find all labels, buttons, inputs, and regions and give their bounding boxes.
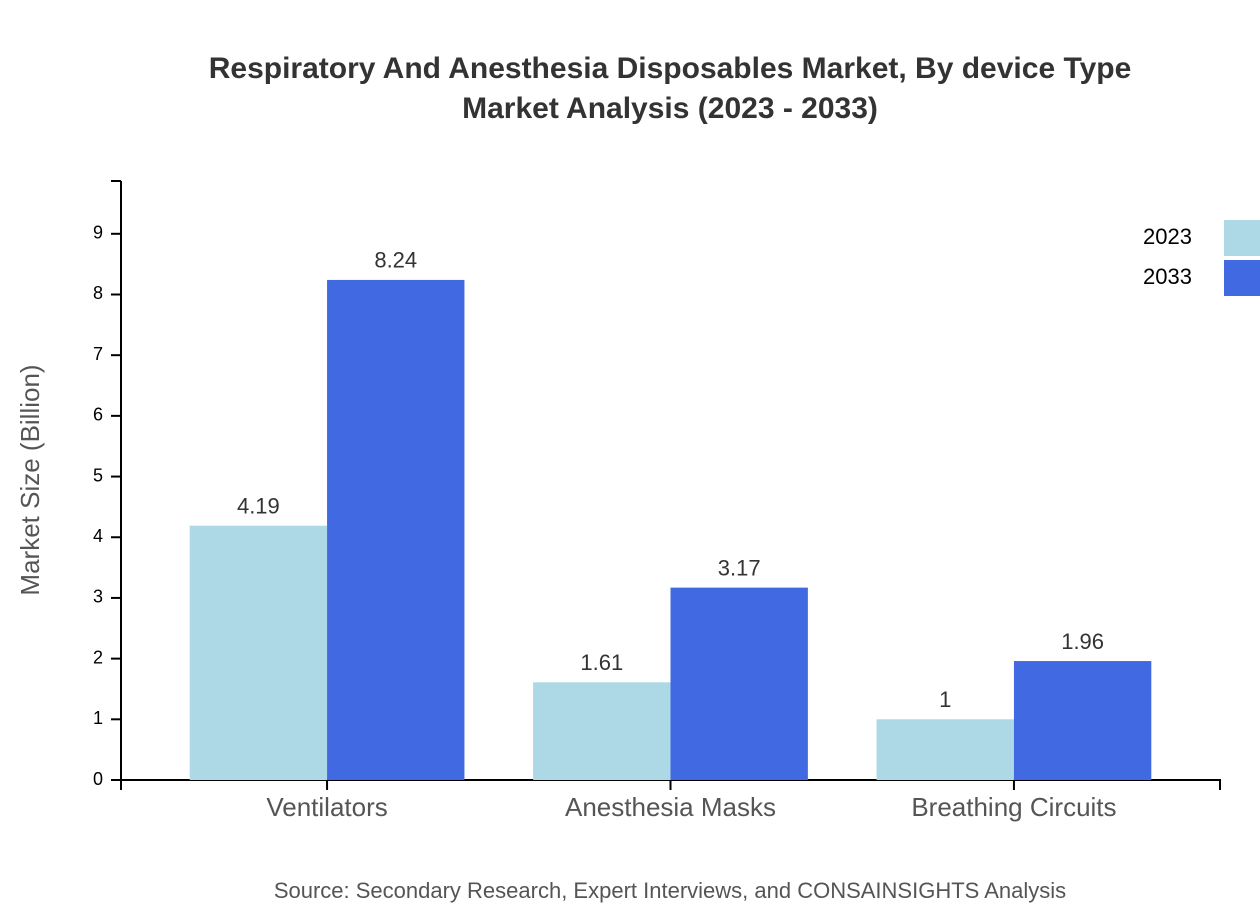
y-tick-label: 9 — [93, 223, 103, 243]
legend-swatch — [1224, 260, 1260, 296]
value-label: 4.19 — [237, 494, 280, 519]
y-tick-label: 3 — [93, 587, 103, 607]
value-label: 1.61 — [580, 650, 623, 675]
x-tick-label: Ventilators — [266, 792, 387, 822]
bar — [670, 587, 808, 780]
bar — [327, 279, 465, 780]
y-tick-label: 1 — [93, 708, 103, 728]
y-tick-label: 7 — [93, 344, 103, 364]
y-axis-title: Market Size (Billion) — [15, 364, 45, 595]
y-tick-label: 8 — [93, 283, 103, 303]
y-tick-label: 6 — [93, 405, 103, 425]
bar — [1013, 661, 1152, 780]
y-tick-label: 4 — [93, 526, 103, 546]
legend-label: 2033 — [1143, 264, 1192, 289]
chart-title: Respiratory And Anesthesia Disposables M… — [209, 52, 1132, 85]
y-tick-label: 0 — [93, 769, 103, 789]
chart-title: Market Analysis (2023 - 2033) — [462, 92, 878, 125]
legend-swatch — [1224, 220, 1260, 256]
value-label: 1 — [939, 687, 951, 712]
value-label: 1.96 — [1061, 629, 1104, 654]
legend-label: 2023 — [1143, 224, 1192, 249]
value-label: 8.24 — [374, 248, 417, 273]
y-tick-label: 5 — [93, 465, 103, 485]
bar — [533, 682, 671, 780]
x-tick-label: Anesthesia Masks — [565, 792, 776, 822]
bar — [189, 525, 328, 780]
y-tick-label: 2 — [93, 647, 103, 667]
value-label: 3.17 — [718, 555, 761, 580]
x-tick-label: Breathing Circuits — [911, 792, 1116, 822]
bar — [876, 719, 1014, 780]
source-note: Source: Secondary Research, Expert Inter… — [274, 878, 1066, 903]
